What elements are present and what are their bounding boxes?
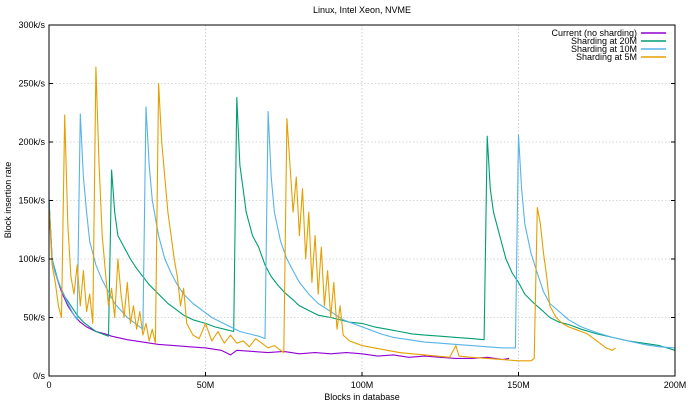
y-tick-label: 300k/s	[18, 20, 45, 30]
series-line	[48, 96, 676, 351]
series-line	[48, 66, 616, 362]
y-tick-label: 100k/s	[18, 254, 45, 264]
legend-label: Sharding at 10M	[571, 44, 637, 54]
y-tick-label: 50k/s	[23, 313, 45, 323]
y-axis: 0/s 50k/s 100k/s 150k/s 200k/s 250k/s 300k/s	[18, 20, 675, 381]
series-layer	[48, 66, 676, 362]
series-line	[48, 106, 676, 349]
legend-label: Sharding at 5M	[576, 52, 637, 62]
x-axis-label: Blocks in database	[324, 392, 400, 402]
legend: Current (no sharding)Sharding at 20MShar…	[551, 28, 666, 62]
y-tick-label: 150k/s	[18, 196, 45, 206]
y-tick-label: 200k/s	[18, 137, 45, 147]
legend-label: Sharding at 20M	[571, 36, 637, 46]
x-tick-label: 100M	[351, 380, 374, 390]
x-axis: 0 50M 100M 150M 200M	[46, 372, 686, 390]
grid-lines	[49, 25, 675, 376]
x-tick-label: 200M	[664, 380, 687, 390]
y-tick-label: 250k/s	[18, 79, 45, 89]
y-axis-label: Block insertion rate	[3, 162, 13, 239]
x-tick-label: 150M	[507, 380, 530, 390]
y-tick-label: 0/s	[33, 371, 46, 381]
legend-label: Current (no sharding)	[551, 28, 637, 38]
x-tick-label: 50M	[197, 380, 215, 390]
chart-title: Linux, Intel Xeon, NVME	[313, 5, 411, 15]
x-tick-label: 0	[46, 380, 51, 390]
